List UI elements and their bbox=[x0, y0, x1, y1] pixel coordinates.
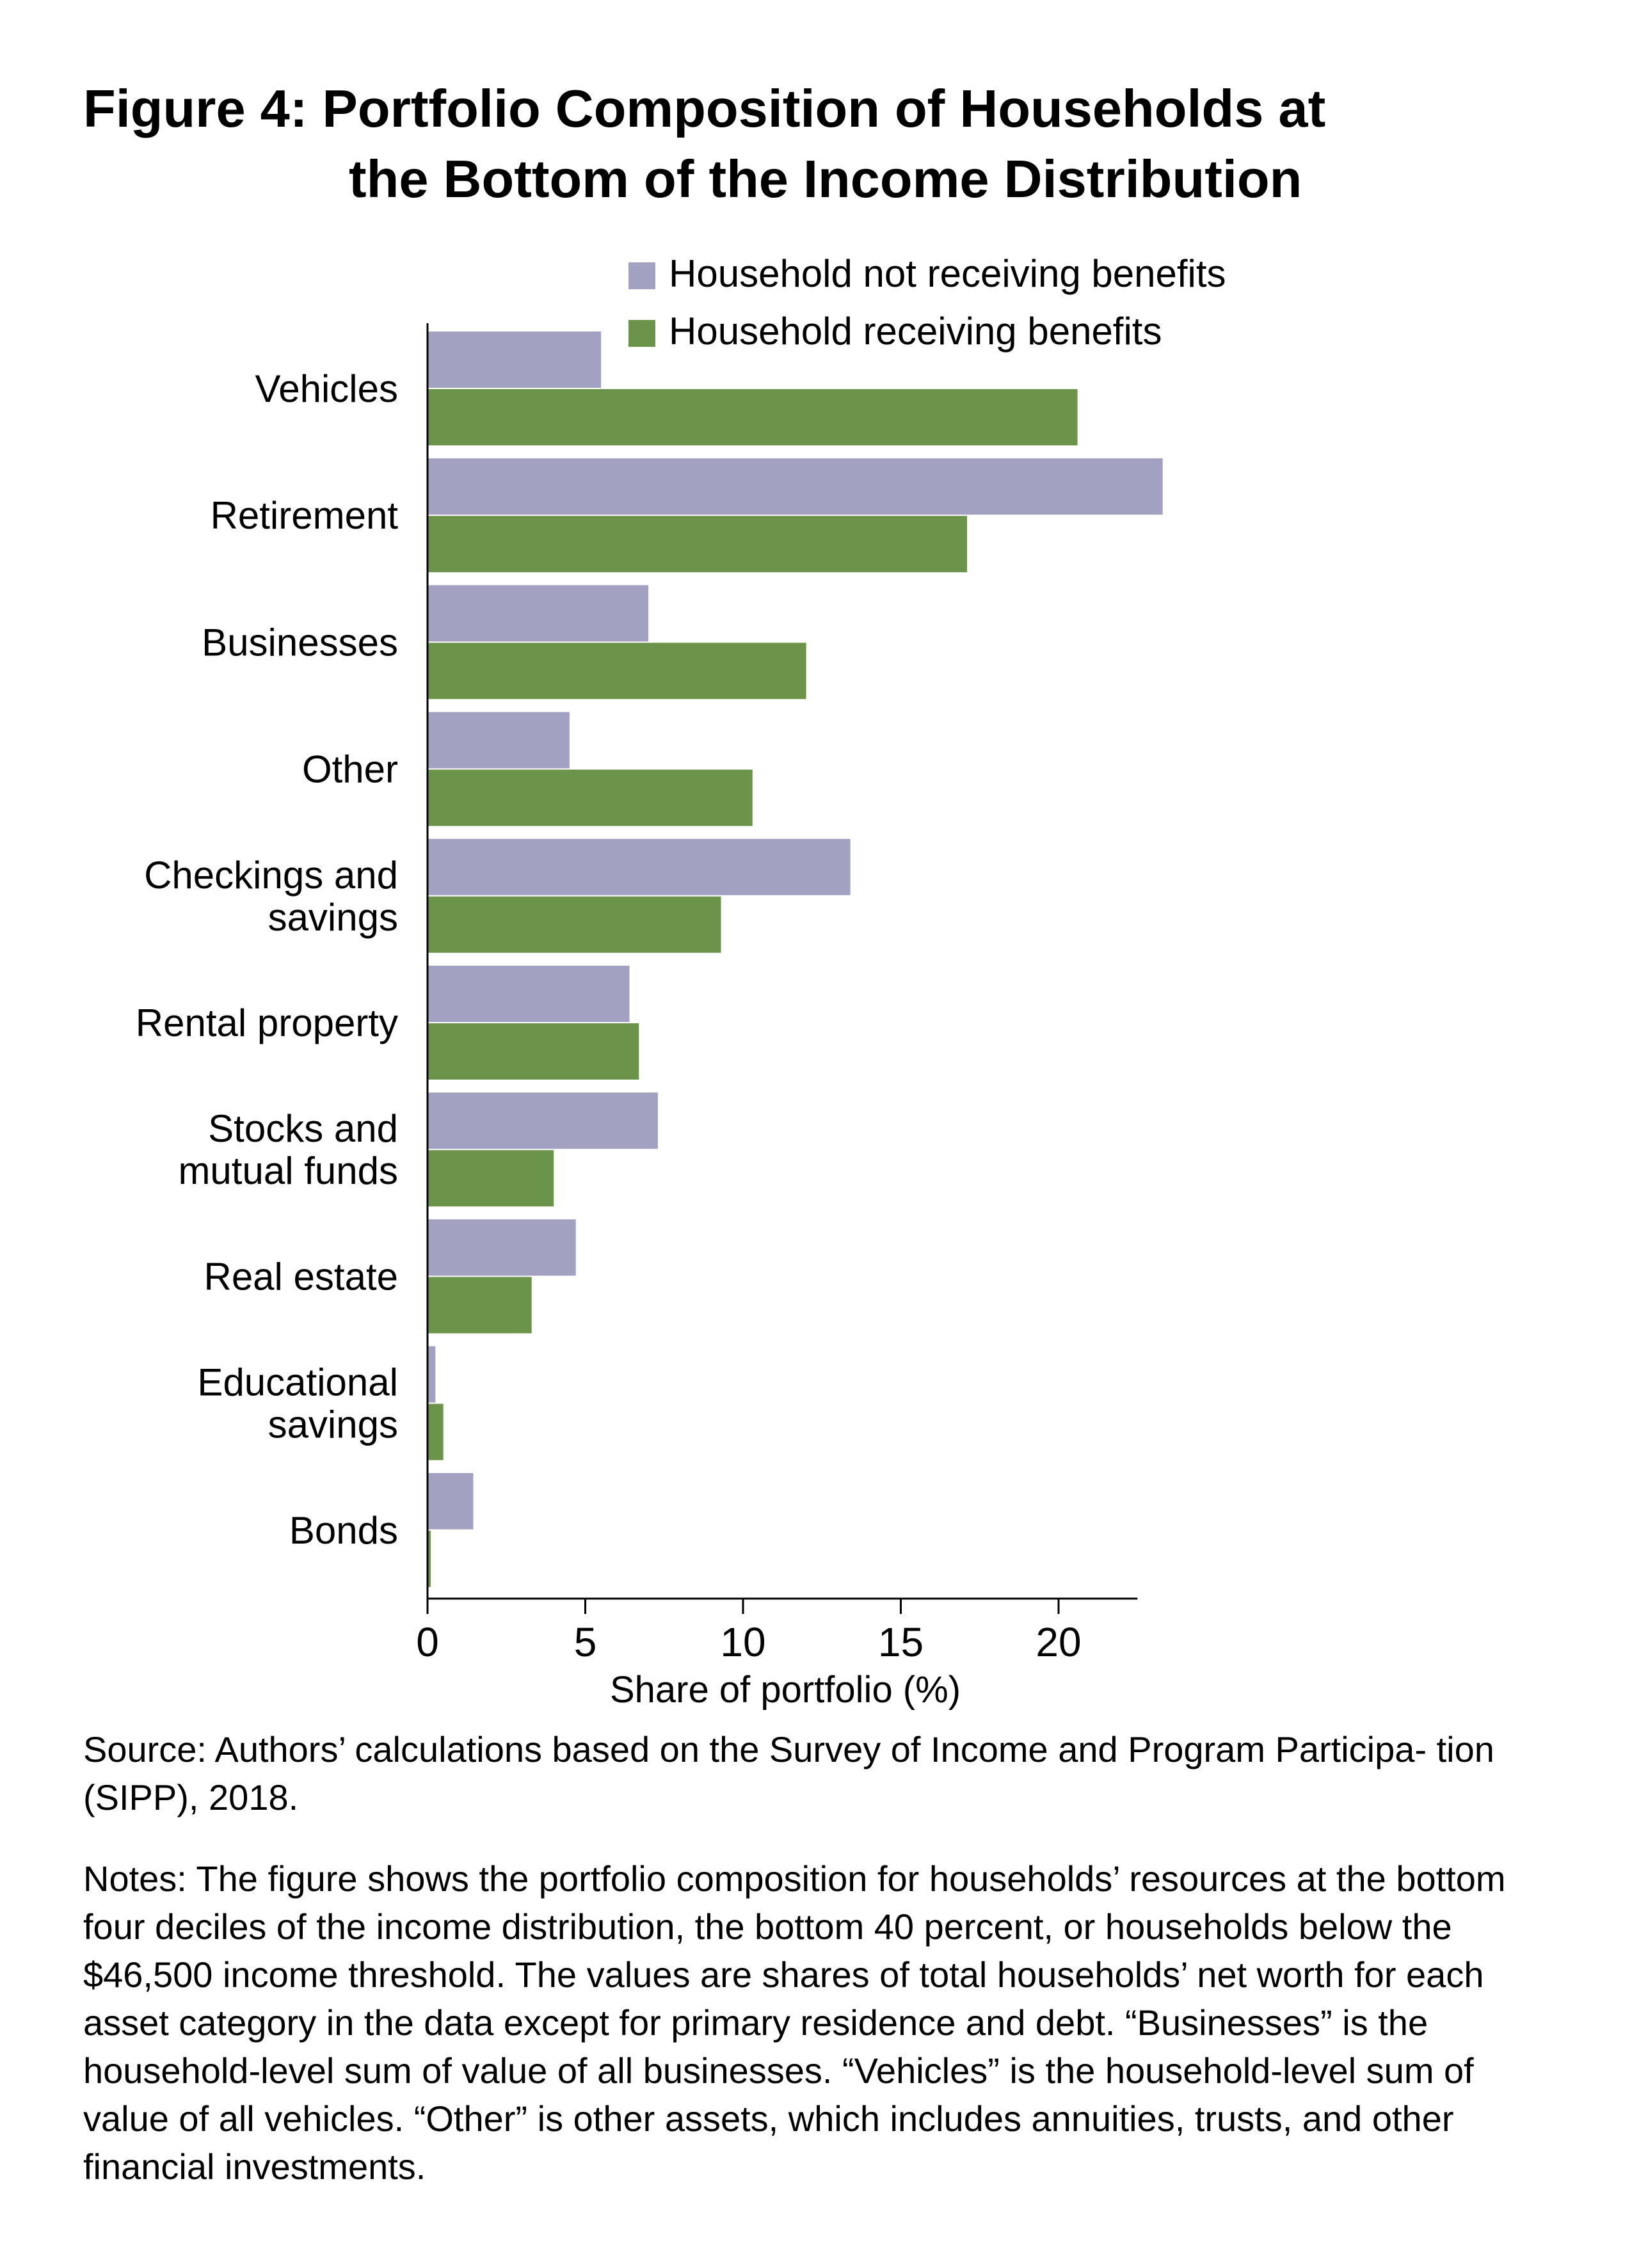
bar-chart: Household not receiving benefits Househol… bbox=[136, 252, 1226, 1711]
bar-receiving-1 bbox=[428, 516, 968, 573]
bar-receiving-5 bbox=[428, 1023, 639, 1080]
bar-not-receiving-0 bbox=[428, 331, 602, 388]
category-label: mutual funds bbox=[178, 1149, 398, 1192]
x-tick-label: 5 bbox=[574, 1619, 597, 1665]
x-tick-label: 10 bbox=[720, 1619, 765, 1665]
bar-receiving-3 bbox=[428, 769, 753, 826]
bar-not-receiving-9 bbox=[428, 1473, 474, 1529]
bar-not-receiving-4 bbox=[428, 838, 851, 895]
chart-axes: 0 5 10 15 20 bbox=[416, 323, 1138, 1665]
category-label: Stocks and bbox=[208, 1107, 398, 1150]
chart-title-line-2: the Bottom of the Income Distribution bbox=[349, 149, 1302, 209]
bar-not-receiving-6 bbox=[428, 1092, 658, 1149]
legend-label-receiving: Household receiving benefits bbox=[669, 310, 1162, 353]
bar-not-receiving-5 bbox=[428, 966, 630, 1022]
chart-legend: Household not receiving benefits Househol… bbox=[628, 252, 1226, 353]
bar-receiving-4 bbox=[428, 896, 721, 953]
legend-label-not-receiving: Household not receiving benefits bbox=[669, 252, 1226, 295]
notes-text: Notes: The figure shows the portfolio co… bbox=[83, 1858, 1506, 2187]
bar-not-receiving-3 bbox=[428, 712, 570, 769]
category-label: Other bbox=[302, 748, 398, 791]
legend-swatch-not-receiving bbox=[628, 262, 655, 289]
bar-not-receiving-8 bbox=[428, 1346, 436, 1403]
category-label: Rental property bbox=[136, 1002, 398, 1044]
category-label: Real estate bbox=[204, 1255, 398, 1298]
bar-receiving-7 bbox=[428, 1277, 532, 1334]
x-tick-label: 15 bbox=[878, 1619, 924, 1665]
bar-group bbox=[428, 331, 1163, 1587]
x-axis-title: Share of portfolio (%) bbox=[610, 1669, 961, 1711]
category-labels: Vehicles Retirement Businesses Other Checkin… bbox=[136, 367, 399, 1552]
category-label: Educational bbox=[197, 1361, 398, 1404]
bar-not-receiving-2 bbox=[428, 585, 649, 642]
category-label: Checkings and bbox=[144, 854, 398, 897]
category-label: savings bbox=[268, 1403, 398, 1446]
bar-receiving-6 bbox=[428, 1150, 554, 1207]
bar-receiving-8 bbox=[428, 1403, 444, 1460]
x-tick-label: 0 bbox=[416, 1619, 439, 1665]
source-note: Source: Authors’ calculations based on t… bbox=[83, 1729, 1494, 1817]
bar-receiving-2 bbox=[428, 643, 806, 699]
bar-not-receiving-1 bbox=[428, 458, 1163, 515]
category-label: Vehicles bbox=[255, 367, 398, 410]
chart-title-line-1: Figure 4: Portfolio Composition of House… bbox=[83, 79, 1326, 138]
category-label: Businesses bbox=[202, 621, 398, 664]
bar-not-receiving-7 bbox=[428, 1219, 576, 1276]
legend-swatch-receiving bbox=[628, 320, 655, 347]
category-label: Bonds bbox=[289, 1509, 398, 1552]
category-label: savings bbox=[268, 896, 398, 939]
bar-receiving-9 bbox=[428, 1530, 431, 1587]
x-tick-label: 20 bbox=[1036, 1619, 1081, 1665]
category-label: Retirement bbox=[211, 494, 399, 537]
bar-receiving-0 bbox=[428, 389, 1078, 445]
